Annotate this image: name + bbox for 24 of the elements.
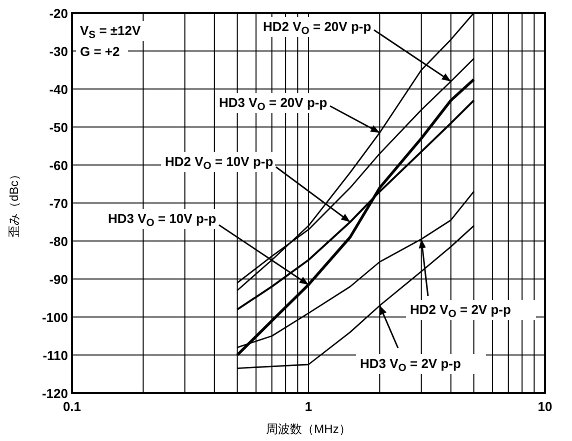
- y-tick-label: -40: [49, 82, 68, 97]
- annotation: HD2 V$_{O}$ = 10V p-p: [165, 154, 274, 172]
- y-axis-title: 歪み（dBc）: [7, 168, 21, 238]
- annotation: HD3 V$_{O}$ = 20V p-p: [219, 95, 328, 113]
- annotation: HD3 V$_{O}$ = 10V p-p: [108, 211, 216, 229]
- annotation: HD2 V$_{O}$ = 20V p-p: [263, 19, 372, 37]
- y-tick-label: -60: [49, 158, 68, 173]
- x-tick-label: 1: [304, 399, 312, 414]
- x-tick-label: 0.1: [62, 399, 82, 414]
- annotation: G = +2: [80, 44, 120, 59]
- y-tick-label: -30: [49, 44, 68, 59]
- y-tick-label: -100: [42, 310, 68, 325]
- y-tick-label: -70: [49, 196, 68, 211]
- y-tick-label: -120: [42, 386, 68, 401]
- y-tick-label: -90: [49, 272, 68, 287]
- x-tick-label: 10: [538, 399, 552, 414]
- y-tick-label: -80: [49, 234, 68, 249]
- y-tick-label: -110: [42, 348, 68, 363]
- y-tick-label: -50: [49, 120, 68, 135]
- annotation: HD2 V$_{O}$ = 2V p-p: [410, 302, 511, 320]
- x-axis-title: 周波数（MHz）: [266, 422, 351, 436]
- annotation: HD3 V$_{O}$ = 2V p-p: [360, 356, 461, 374]
- y-tick-label: -20: [49, 6, 68, 21]
- annotation: V$_{S}$ = ±12V: [80, 23, 142, 41]
